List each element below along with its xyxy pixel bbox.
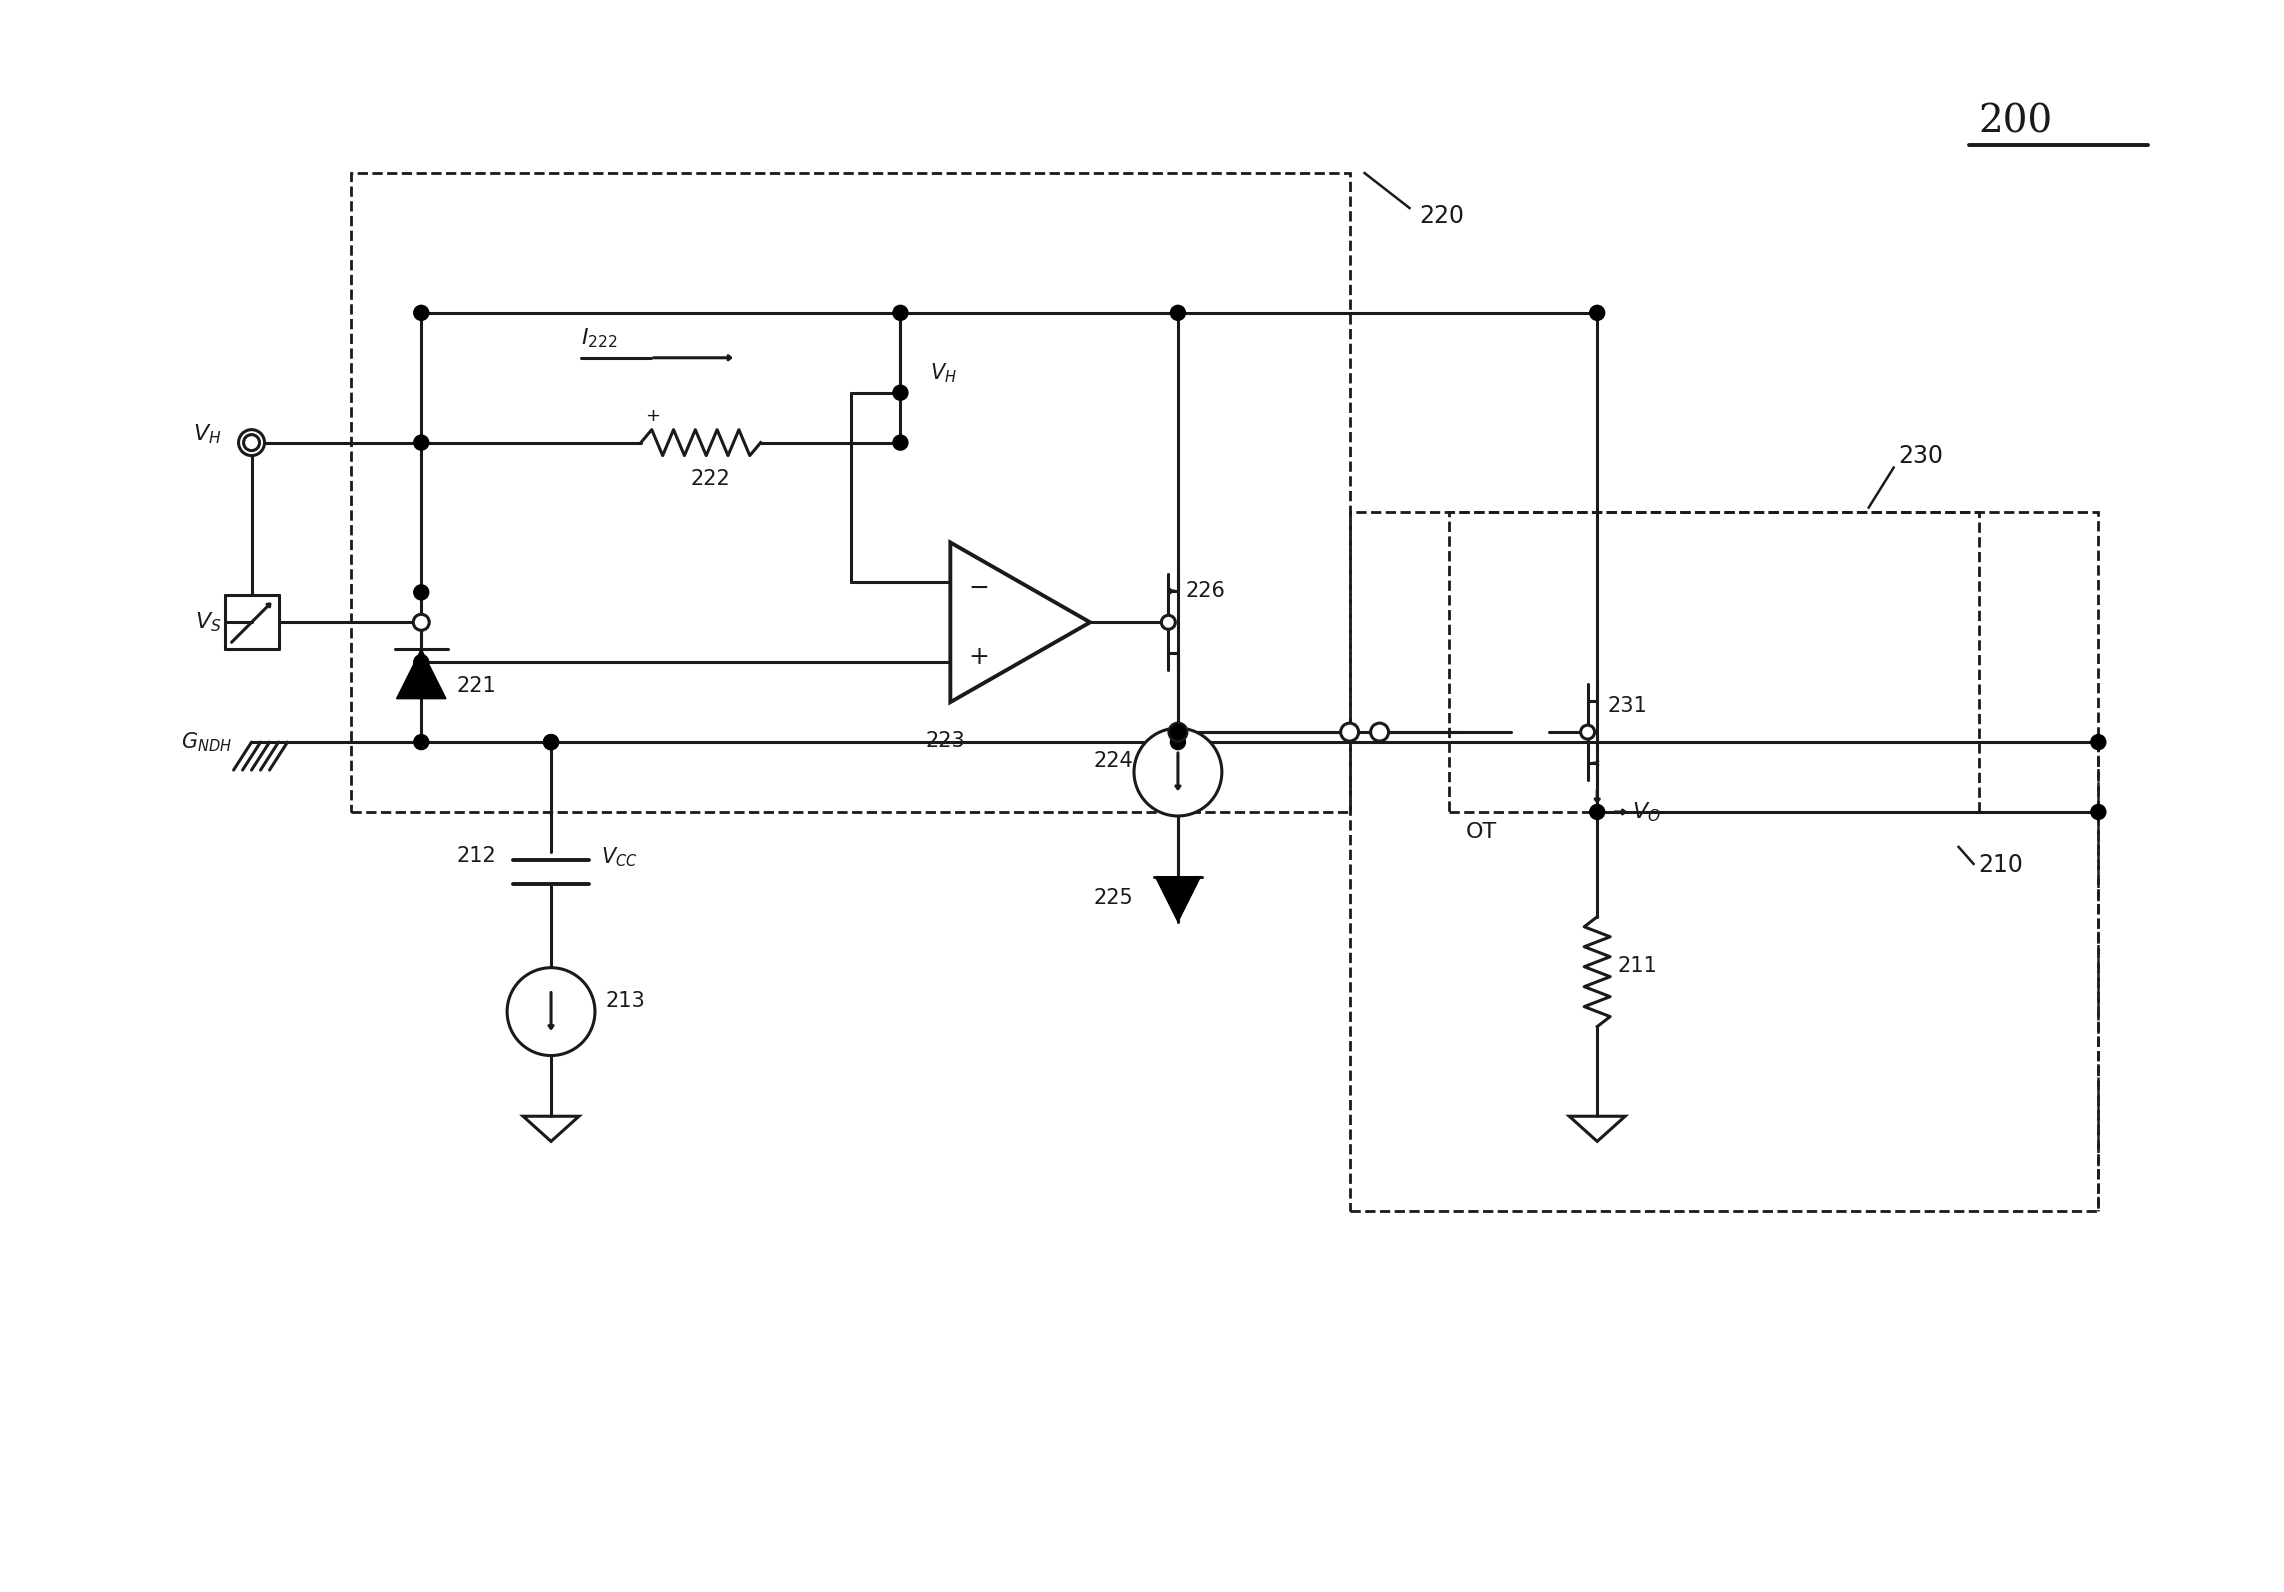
Circle shape: [1169, 723, 1188, 742]
Circle shape: [1341, 723, 1359, 742]
Text: $V_H$: $V_H$: [194, 423, 222, 446]
Text: 222: 222: [690, 468, 731, 489]
Circle shape: [1581, 724, 1594, 739]
Circle shape: [1169, 724, 1185, 740]
Circle shape: [1169, 724, 1185, 740]
Polygon shape: [397, 650, 445, 699]
Circle shape: [2090, 804, 2106, 820]
Circle shape: [893, 306, 909, 320]
Text: $I_{222}$: $I_{222}$: [580, 326, 617, 350]
Text: $-$: $-$: [968, 575, 989, 599]
Text: $V_{CC}$: $V_{CC}$: [601, 845, 637, 869]
Circle shape: [1590, 804, 1606, 820]
Text: 210: 210: [1978, 853, 2024, 877]
Circle shape: [413, 734, 429, 750]
Circle shape: [893, 385, 909, 400]
Circle shape: [1169, 306, 1185, 320]
Bar: [1350, 513, 2099, 1212]
Text: $G_{NDH}$: $G_{NDH}$: [180, 731, 231, 755]
Circle shape: [238, 430, 265, 455]
Text: 220: 220: [1421, 204, 1464, 228]
Text: $V_H$: $V_H$: [930, 361, 957, 385]
Bar: [352, 174, 1350, 812]
Circle shape: [413, 306, 429, 320]
Text: $+$: $+$: [968, 645, 989, 669]
Circle shape: [1590, 306, 1606, 320]
Circle shape: [507, 968, 594, 1055]
Text: 211: 211: [1617, 955, 1656, 976]
Circle shape: [413, 654, 429, 670]
Circle shape: [413, 435, 429, 451]
Text: $V_S$: $V_S$: [194, 610, 222, 634]
Polygon shape: [1156, 877, 1201, 922]
Text: 223: 223: [925, 731, 966, 751]
Circle shape: [1370, 723, 1389, 742]
Circle shape: [1135, 728, 1222, 817]
Text: 224: 224: [1094, 751, 1133, 771]
Text: 230: 230: [1898, 444, 1944, 468]
Text: $V_O$: $V_O$: [1633, 801, 1660, 823]
Text: 212: 212: [457, 845, 496, 866]
Circle shape: [244, 435, 260, 451]
Text: 221: 221: [457, 677, 496, 696]
Text: +: +: [646, 406, 660, 425]
Text: 231: 231: [1608, 696, 1647, 716]
Circle shape: [413, 615, 429, 630]
Text: 225: 225: [1094, 888, 1133, 907]
Circle shape: [544, 734, 560, 750]
Text: 213: 213: [605, 990, 646, 1011]
Text: 226: 226: [1185, 581, 1227, 602]
Text: 200: 200: [1978, 103, 2053, 140]
Bar: [1450, 513, 1978, 812]
Circle shape: [413, 584, 429, 600]
Circle shape: [893, 435, 909, 451]
Circle shape: [2090, 734, 2106, 750]
Circle shape: [544, 734, 560, 750]
Text: OT: OT: [1466, 821, 1498, 842]
Circle shape: [1160, 616, 1176, 629]
Circle shape: [1169, 734, 1185, 750]
